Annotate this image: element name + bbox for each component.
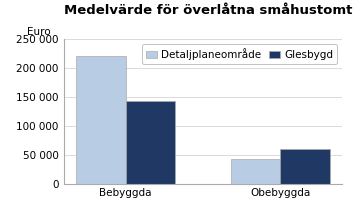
- Legend: Detaljplaneområde, Glesbygd: Detaljplaneområde, Glesbygd: [142, 44, 337, 64]
- Bar: [280, 149, 330, 184]
- Bar: [231, 159, 280, 184]
- Text: Medelvärde för överlåtna småhustomter 2019: Medelvärde för överlåtna småhustomter 20…: [64, 4, 353, 17]
- Bar: [126, 101, 175, 184]
- Bar: [76, 56, 126, 184]
- Text: Euro: Euro: [27, 27, 51, 37]
